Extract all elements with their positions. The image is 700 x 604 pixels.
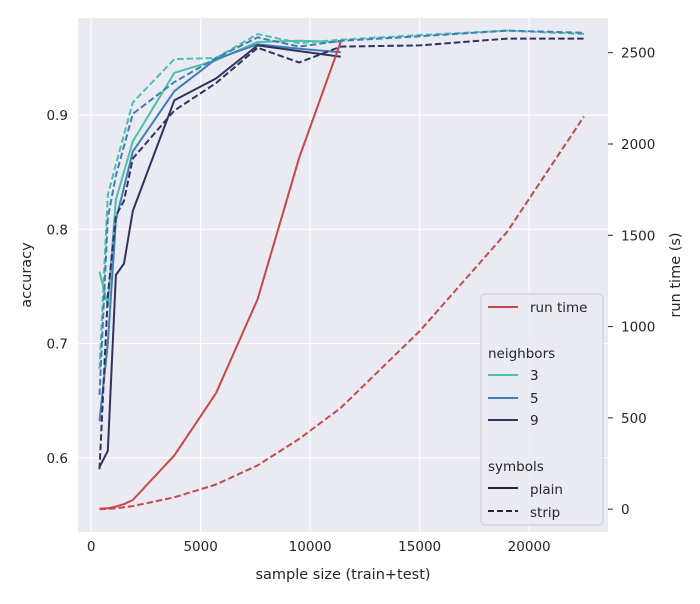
x-tick-label: 20000 (508, 539, 551, 555)
legend-label-runtime: run time (530, 300, 587, 316)
accuracy-line-k9-plain (98, 44, 341, 468)
legend: run time neighbors 3 5 9 symbols plain s… (480, 293, 604, 526)
x-axis-title: sample size (train+test) (255, 567, 430, 583)
y-right-tick-label: 2500 (621, 46, 655, 62)
y-right-tick-label: 0 (621, 502, 630, 518)
y-left-tick-label: 0.6 (47, 451, 68, 467)
runtime-line-plain (99, 41, 342, 510)
y-right-tick-label: 1500 (621, 228, 655, 244)
legend-label-plain: plain (530, 482, 563, 498)
x-tick-label: 10000 (289, 539, 332, 555)
x-tick-label: 15000 (398, 539, 441, 555)
accuracy-line-k3-strip (98, 29, 584, 369)
series-group (98, 29, 585, 511)
y-right-tick-label: 500 (621, 411, 647, 427)
x-tick-label: 5000 (183, 539, 217, 555)
tick-labels: 0 5000 10000 15000 20000 0.6 0.7 0.8 0.9 0 500 1000… (47, 46, 656, 555)
y-axis-left-title: accuracy (19, 242, 35, 308)
accuracy-line-k5-strip (98, 29, 584, 395)
accuracy-line-k5-plain (98, 43, 341, 422)
legend-label-neighbors-9: 9 (530, 413, 539, 429)
legend-title-neighbors: neighbors (488, 346, 555, 362)
y-axis-right-title: run time (s) (668, 232, 684, 317)
y-left-tick-label: 0.8 (47, 222, 68, 238)
data-series (98, 29, 585, 511)
runtime-line-strip (99, 116, 585, 511)
accuracy-line-k9-strip (98, 37, 584, 470)
legend-box (480, 293, 604, 526)
legend-title-symbols: symbols (488, 459, 544, 475)
y-left-tick-label: 0.7 (47, 337, 68, 353)
y-left-tick-label: 0.9 (47, 108, 68, 124)
legend-label-strip: strip (530, 505, 560, 521)
y-right-tick-label: 2000 (621, 137, 655, 153)
accuracy-line-k3-plain (98, 39, 341, 307)
x-tick-label: 0 (87, 539, 96, 555)
legend-label-neighbors-5: 5 (530, 391, 539, 407)
legend-label-neighbors-3: 3 (530, 368, 539, 384)
y-right-tick-label: 1000 (621, 320, 655, 336)
